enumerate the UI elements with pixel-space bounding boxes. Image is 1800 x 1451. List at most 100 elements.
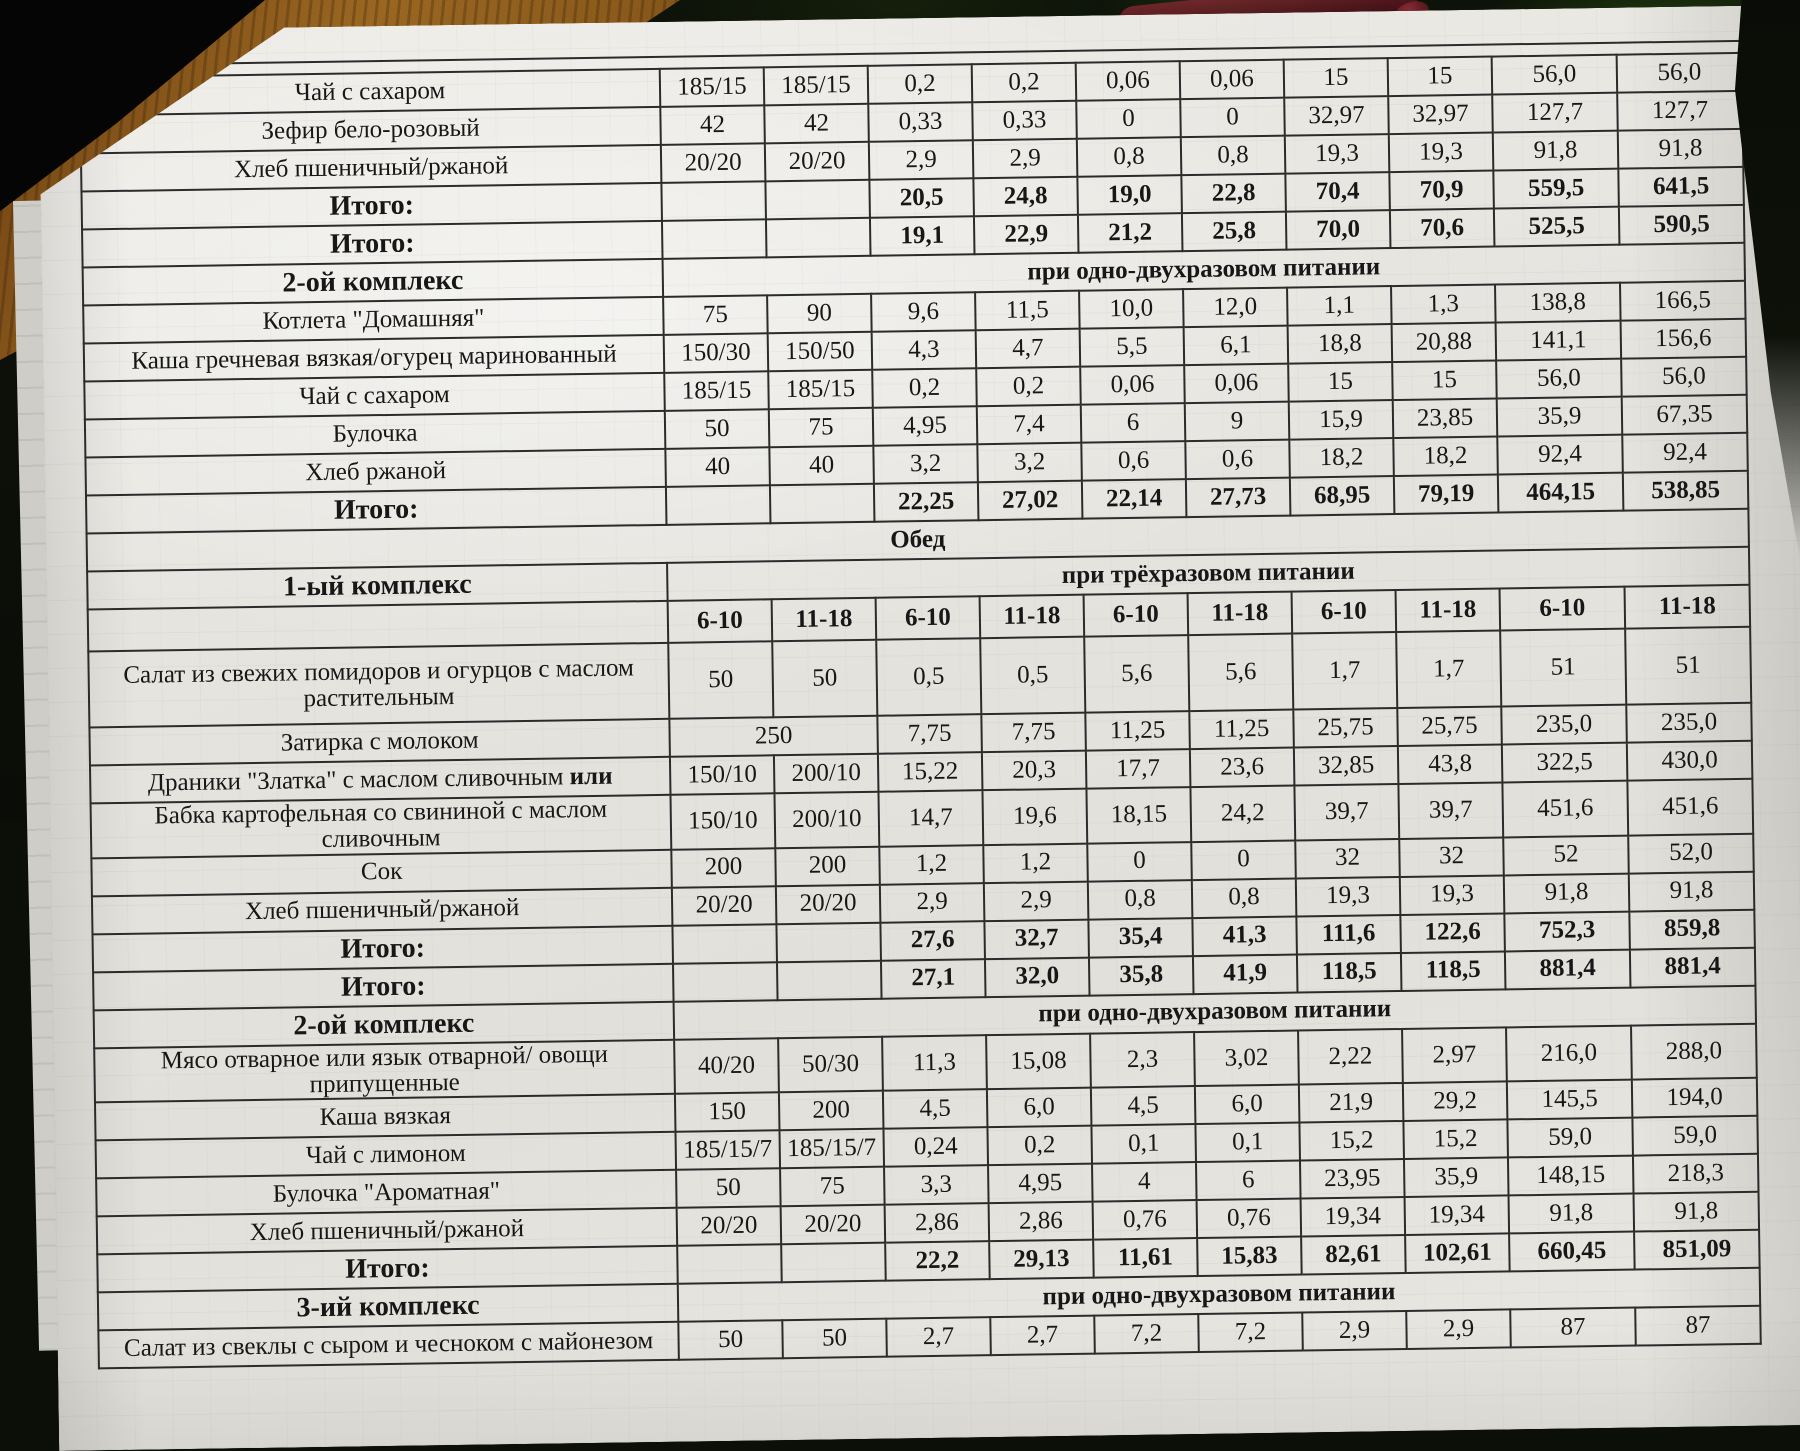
value-cell: 22,8 (1181, 174, 1286, 214)
value-cell: 4,95 (873, 406, 978, 446)
value-cell: 75 (663, 295, 768, 335)
value-cell: 87 (1510, 1308, 1636, 1348)
value-cell: 15 (1284, 58, 1389, 98)
value-cell: 19,3 (1285, 134, 1390, 174)
value-cell: 21,9 (1299, 1083, 1404, 1123)
value-cell: 2,9 (869, 140, 974, 180)
value-cell: 52 (1503, 835, 1629, 875)
value-cell: 0,5 (876, 638, 981, 716)
value-cell: 50/30 (778, 1036, 883, 1092)
value-cell: 185/15/7 (675, 1130, 780, 1170)
value-cell: 10,0 (1079, 289, 1184, 329)
value-cell: 20/20 (765, 142, 870, 182)
value-cell: 851,09 (1634, 1230, 1760, 1270)
value-cell: 19,3 (1400, 875, 1505, 915)
value-cell: 35,9 (1404, 1157, 1509, 1197)
value-cell: 25,75 (1397, 706, 1502, 746)
age-group-header: 6-10 (668, 599, 773, 643)
value-cell: 3,3 (884, 1165, 989, 1205)
value-cell: 2,9 (880, 883, 985, 923)
value-cell: 0,2 (976, 367, 1081, 407)
value-cell: 122,6 (1400, 913, 1505, 953)
value-cell: 641,5 (1618, 167, 1744, 207)
value-cell: 660,45 (1509, 1232, 1635, 1272)
value-cell: 2,7 (990, 1316, 1095, 1356)
value-cell: 24,8 (973, 177, 1078, 217)
value-cell: 4,3 (872, 330, 977, 370)
menu-table-container: Чай с сахаром 185/15 185/15 0,2 0,2 0,06 0,06 1… (79, 40, 1762, 1370)
value-cell: 218,3 (1633, 1154, 1759, 1194)
value-cell: 2,22 (1298, 1028, 1403, 1084)
age-group-header: 6-10 (1292, 590, 1397, 634)
value-cell: 23,95 (1300, 1159, 1405, 1199)
value-cell: 24,2 (1190, 786, 1295, 842)
dish-name-cell: Бабка картофельная со свининой с маслом … (91, 795, 672, 858)
value-cell: 0,6 (1081, 441, 1186, 481)
value-cell: 68,95 (1290, 476, 1395, 516)
value-cell: 11,25 (1085, 711, 1190, 751)
value-cell: 1,2 (879, 845, 984, 885)
value-cell: 15,2 (1403, 1119, 1508, 1159)
value-cell: 185/15 (768, 370, 873, 410)
value-cell: 235,0 (1501, 705, 1627, 745)
value-cell: 118,5 (1401, 951, 1506, 991)
value-cell: 0 (1180, 98, 1285, 138)
value-cell: 185/15 (764, 66, 869, 106)
value-cell: 156,6 (1621, 319, 1747, 359)
value-cell: 19,34 (1405, 1195, 1510, 1235)
value-cell: 0,33 (868, 102, 973, 142)
value-cell: 5,5 (1080, 327, 1185, 367)
value-cell: 2,86 (885, 1203, 990, 1243)
value-cell (661, 181, 766, 221)
value-cell: 19,34 (1301, 1197, 1406, 1237)
value-cell: 15,22 (878, 752, 983, 792)
value-cell (672, 924, 777, 964)
value-cell: 15 (1288, 362, 1393, 402)
value-cell: 0,1 (1195, 1123, 1300, 1163)
value-cell: 150/10 (670, 793, 775, 849)
value-cell: 451,6 (1627, 779, 1753, 835)
value-cell: 590,5 (1619, 205, 1745, 245)
value-cell: 50 (665, 409, 770, 449)
value-cell: 7,4 (977, 405, 1082, 445)
value-cell (662, 219, 767, 259)
value-cell: 5,6 (1188, 634, 1293, 712)
value-cell: 15,83 (1197, 1237, 1302, 1277)
value-cell: 41,9 (1193, 954, 1298, 994)
value-cell: 11,25 (1189, 710, 1294, 750)
age-group-header: 6-10 (1500, 587, 1626, 631)
value-cell: 70,0 (1286, 210, 1391, 250)
value-cell (776, 922, 881, 962)
value-cell: 20/20 (776, 884, 881, 924)
value-cell: 20,88 (1392, 323, 1497, 363)
age-group-header: 11-18 (772, 598, 877, 642)
value-cell: 752,3 (1504, 911, 1630, 951)
value-cell: 538,85 (1623, 471, 1749, 511)
value-cell: 0,2 (972, 63, 1077, 103)
value-cell: 235,0 (1626, 703, 1752, 743)
value-cell: 7,75 (981, 713, 1086, 753)
value-cell: 6,0 (1195, 1085, 1300, 1125)
value-cell (677, 1244, 782, 1284)
value-cell: 22,2 (885, 1241, 990, 1281)
value-cell: 4,5 (883, 1089, 988, 1129)
value-cell: 0 (1076, 99, 1181, 139)
value-cell: 35,4 (1088, 918, 1193, 958)
value-cell: 22,25 (874, 482, 979, 522)
value-cell: 2,9 (1302, 1311, 1407, 1351)
value-cell: 32,97 (1284, 96, 1389, 136)
value-cell: 1,3 (1391, 285, 1496, 325)
value-cell: 27,1 (881, 959, 986, 999)
value-cell: 32,97 (1388, 95, 1493, 135)
value-cell: 56,0 (1492, 55, 1618, 95)
age-group-header: 11-18 (1396, 588, 1501, 632)
value-cell: 0,33 (972, 101, 1077, 141)
value-cell: 15,08 (986, 1033, 1091, 1089)
value-cell: 92,4 (1622, 433, 1748, 473)
value-cell: 166,5 (1620, 281, 1746, 321)
value-cell: 91,8 (1618, 129, 1744, 169)
value-cell: 92,4 (1497, 435, 1623, 475)
value-cell: 0,06 (1076, 61, 1181, 101)
value-cell: 5,6 (1084, 635, 1189, 713)
value-cell: 35,9 (1497, 397, 1623, 437)
